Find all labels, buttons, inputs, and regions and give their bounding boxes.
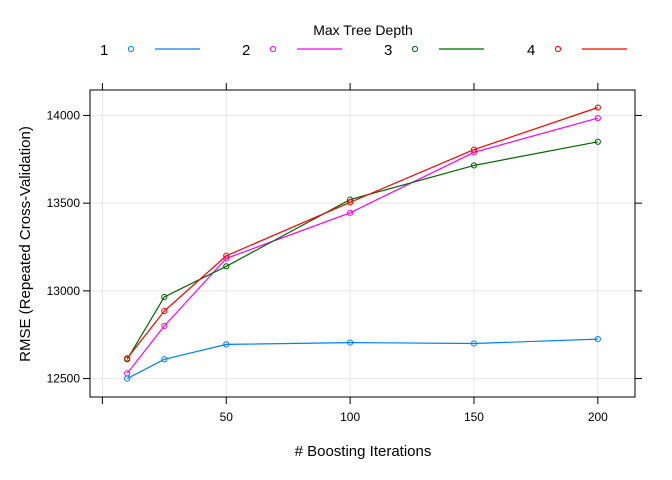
legend-marker xyxy=(554,45,562,53)
data-point-1 xyxy=(223,341,230,348)
data-point-4 xyxy=(470,146,478,153)
axes: 50 100 150 200 12500 13000 13500 14000 xyxy=(47,83,642,424)
legend-marker xyxy=(127,45,135,53)
data-point-1 xyxy=(470,340,478,347)
data-point-3 xyxy=(594,138,601,145)
x-tick-label: 100 xyxy=(340,410,360,424)
legend-marker xyxy=(411,45,419,53)
data-point-4 xyxy=(161,307,168,315)
legend-marker xyxy=(269,45,277,53)
legend-title: Max Tree Depth xyxy=(313,22,413,38)
legend-item-4: 4 xyxy=(527,42,627,59)
legend-item-3: 3 xyxy=(384,42,484,59)
data-point-3 xyxy=(223,263,230,270)
data-point-4 xyxy=(223,252,230,259)
legend-item-2: 2 xyxy=(242,42,342,59)
data-point-1 xyxy=(594,336,601,343)
y-tick-label: 13500 xyxy=(47,196,81,210)
legend: 1 2 3 4 xyxy=(100,42,627,59)
legend-label: 4 xyxy=(527,42,535,59)
grid xyxy=(90,90,635,397)
data-point-3 xyxy=(470,162,478,169)
data-point-3 xyxy=(161,293,168,301)
y-tick-label: 13000 xyxy=(47,284,81,298)
series-line-4 xyxy=(126,106,598,359)
data-point-4 xyxy=(347,199,354,206)
series-line-3 xyxy=(126,141,598,360)
series xyxy=(124,104,601,382)
x-tick-label: 50 xyxy=(220,410,234,424)
x-tick-label: 150 xyxy=(464,410,484,424)
x-tick-label: 200 xyxy=(588,410,608,424)
y-axis-label: RMSE (Repeated Cross-Validation) xyxy=(17,126,34,362)
y-tick-label: 12500 xyxy=(47,372,81,386)
legend-label: 3 xyxy=(384,42,392,59)
legend-label: 1 xyxy=(100,42,108,59)
plot-frame xyxy=(89,89,636,398)
legend-label: 2 xyxy=(242,42,250,59)
data-point-1 xyxy=(161,356,168,363)
legend-item-1: 1 xyxy=(100,42,200,59)
y-tick-label: 14000 xyxy=(47,108,81,122)
data-point-4 xyxy=(124,355,131,362)
data-point-2 xyxy=(347,209,354,216)
data-point-2 xyxy=(124,370,131,377)
series-line-2 xyxy=(126,117,598,374)
data-point-2 xyxy=(161,322,168,330)
data-point-4 xyxy=(594,104,601,111)
data-point-1 xyxy=(347,339,354,346)
series-line-1 xyxy=(126,338,598,380)
x-axis-label: # Boosting Iterations xyxy=(295,443,432,460)
data-point-2 xyxy=(594,114,601,122)
